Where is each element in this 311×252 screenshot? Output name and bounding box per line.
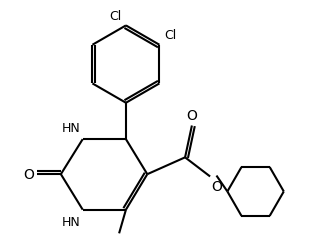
Text: Cl: Cl — [109, 10, 121, 23]
Text: O: O — [24, 168, 35, 181]
Text: Cl: Cl — [164, 29, 176, 42]
Text: O: O — [187, 108, 197, 122]
Text: HN: HN — [62, 215, 81, 228]
Text: O: O — [211, 179, 222, 194]
Text: HN: HN — [62, 121, 81, 134]
